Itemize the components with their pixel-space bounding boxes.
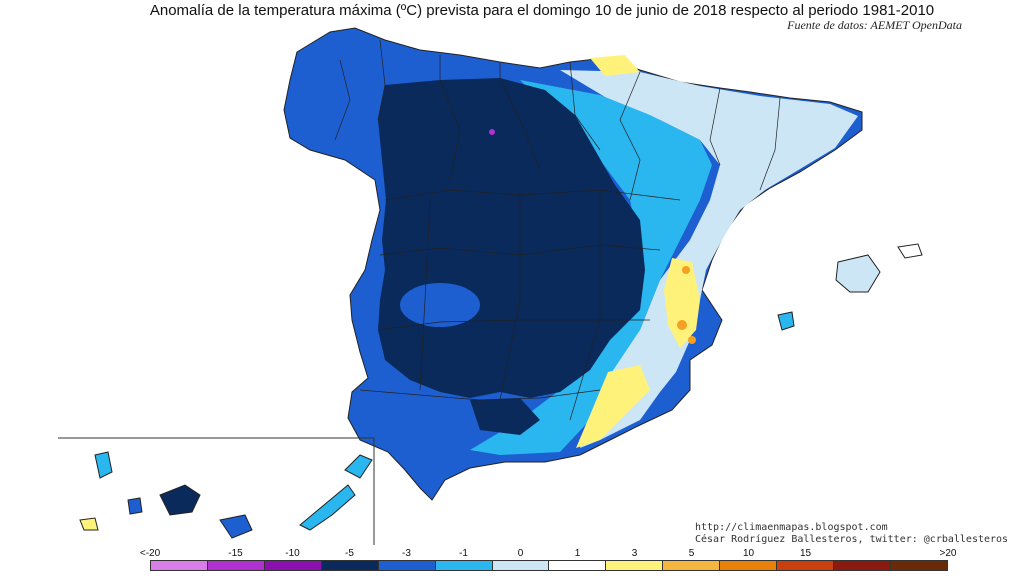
orange-spot: [688, 336, 696, 344]
legend-label: >20: [939, 548, 957, 559]
purple-spot: [489, 129, 495, 135]
yellow-zone-valencia: [664, 258, 700, 348]
data-source: Fuente de datos: AEMET OpenData: [787, 18, 962, 32]
legend-label: 3: [631, 548, 638, 559]
map-title: Anomalía de la temperatura máxima (ºC) p…: [149, 2, 935, 19]
legend-swatch: [606, 561, 664, 570]
legend-swatch: [777, 561, 835, 570]
yellow-zone-murcia: [576, 365, 650, 448]
legend-swatch: [264, 561, 322, 570]
ibiza: [777, 311, 795, 331]
credits-author: César Rodríguez Ballesteros, twitter: @c…: [695, 534, 1009, 545]
deep-blue-south: [470, 398, 540, 435]
legend-label: 0: [517, 548, 524, 559]
cyan-zone: [470, 80, 712, 455]
legend-swatch: [378, 561, 436, 570]
legend-label: -5: [345, 548, 354, 559]
province-borders: [334, 39, 781, 421]
legend-swatch: [549, 561, 607, 570]
credits-url: http://climaenmapas.blogspot.com: [695, 522, 888, 533]
yellow-zone-ne: [590, 55, 640, 76]
legend-label: 1: [574, 548, 581, 559]
legend-labels: <-20 -15 -10 -5 -3 -1 0 1 3 5 10 15 >20: [0, 548, 1024, 560]
legend-swatch: [663, 561, 721, 570]
canary-inset-frame: [58, 437, 375, 545]
menorca: [897, 243, 923, 259]
orange-spot: [677, 320, 687, 330]
legend-swatch: [435, 561, 493, 570]
legend-swatch: [492, 561, 550, 570]
canary-islands: [79, 451, 373, 539]
legend-label: 15: [799, 548, 812, 559]
legend-swatch: [720, 561, 778, 570]
legend-label: 10: [742, 548, 755, 559]
anomaly-map: [58, 27, 923, 545]
pale-blue-zone: [560, 70, 858, 448]
legend-label: <-20: [139, 548, 161, 559]
mid-blue-patch: [400, 283, 480, 327]
legend-swatch: [207, 561, 265, 570]
orange-spot: [682, 266, 690, 274]
legend-swatch: [321, 561, 379, 570]
legend-label: 5: [688, 548, 695, 559]
legend-swatch: [834, 561, 891, 570]
credits: http://climaenmapas.blogspot.com César R…: [695, 522, 1008, 546]
mallorca: [835, 254, 881, 293]
legend-bar: [150, 560, 948, 571]
legend-swatch: [151, 561, 208, 570]
legend-label: -10: [285, 548, 300, 559]
legend-label: -3: [402, 548, 411, 559]
legend-label: -1: [459, 548, 468, 559]
legend-swatch: [890, 561, 947, 570]
legend-label: -15: [228, 548, 243, 559]
